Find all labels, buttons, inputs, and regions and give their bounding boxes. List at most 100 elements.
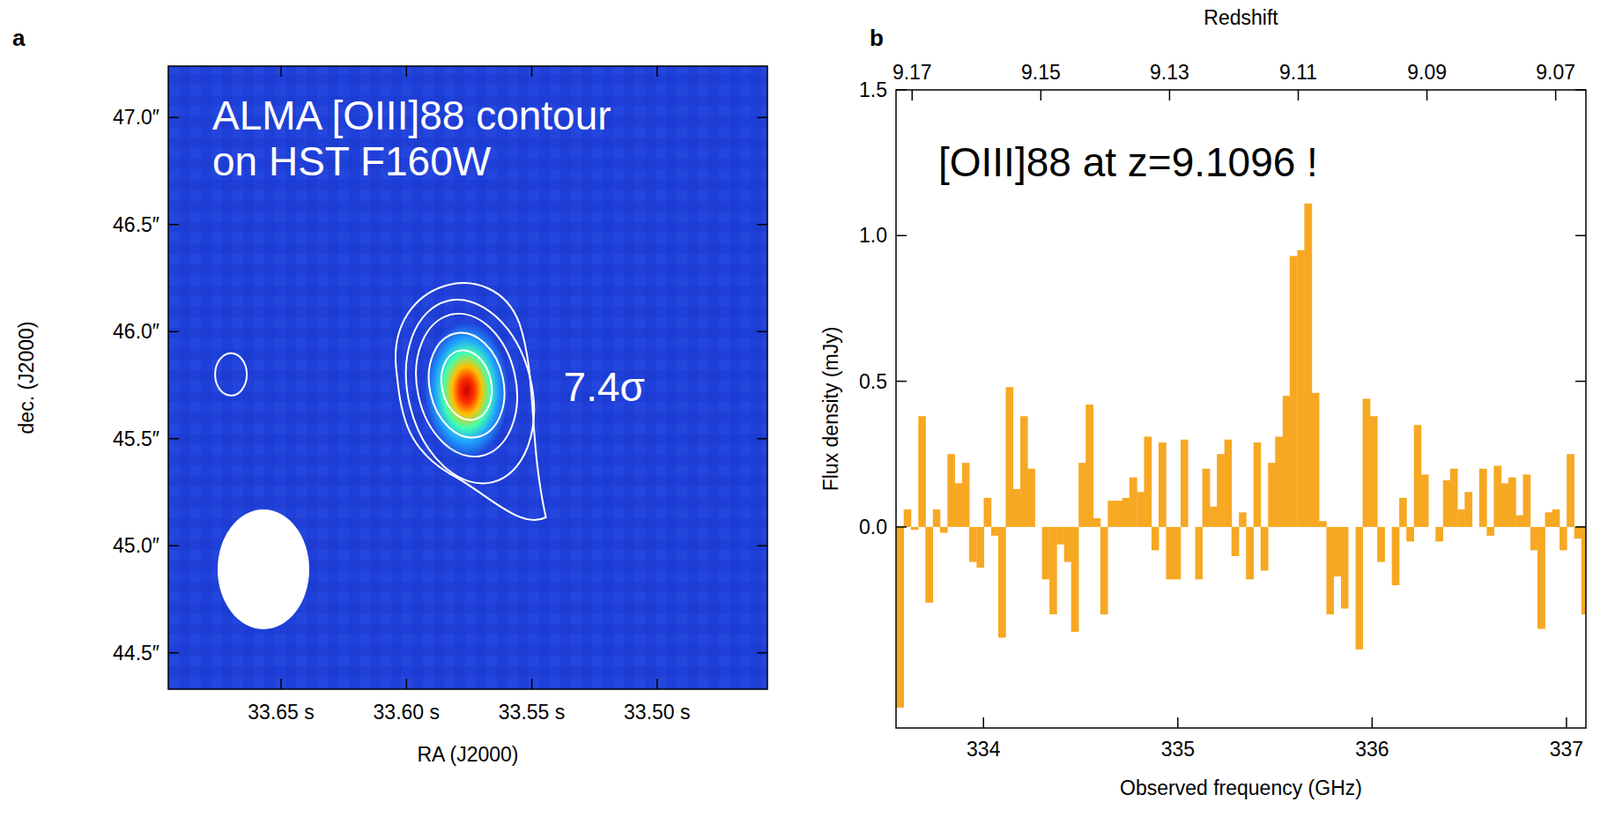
x-tick-label: 33.55 s (498, 700, 565, 724)
bar (1325, 526, 1334, 615)
bar (1093, 518, 1102, 527)
x2-tick-label: 9.17 (892, 60, 933, 84)
tick (406, 66, 408, 77)
tick (756, 437, 768, 440)
bar (1443, 480, 1452, 527)
tick (168, 544, 179, 547)
bar (1260, 526, 1269, 571)
tick (896, 88, 907, 91)
source-label: 7.4σ (563, 363, 645, 410)
bar (1238, 511, 1247, 527)
bar (1078, 462, 1087, 527)
x-axis-title: RA (J2000) (416, 742, 519, 766)
tick (1575, 380, 1586, 383)
bar (969, 526, 978, 563)
tick (896, 525, 907, 528)
bar (1515, 515, 1524, 527)
contour (387, 285, 553, 497)
bar (1216, 453, 1225, 527)
tick (1371, 717, 1374, 728)
bar (1042, 526, 1051, 580)
x2-tick-label: 9.09 (1407, 60, 1447, 84)
contour (395, 282, 547, 520)
bar (1566, 453, 1575, 527)
contour (403, 303, 531, 467)
tick (756, 223, 768, 226)
bar (1195, 526, 1204, 580)
bar (1457, 509, 1466, 527)
tick (168, 331, 179, 334)
bar (1282, 395, 1291, 527)
tick (896, 235, 907, 238)
bar (918, 415, 926, 527)
figure: ALMA [OIII]88 contouron HST F160W7.4σ33.… (0, 0, 1600, 817)
x-tick-label: 335 (1161, 737, 1195, 761)
bar (1035, 525, 1044, 527)
bar (1421, 474, 1430, 527)
tick (1426, 89, 1429, 101)
bar (1508, 477, 1517, 527)
tick (280, 678, 282, 689)
tick (168, 223, 179, 226)
bar (1020, 415, 1029, 527)
tick (1297, 89, 1300, 101)
bar (1486, 526, 1495, 536)
bar (1559, 526, 1568, 550)
y-tick-label: 1.5 (859, 78, 888, 102)
tick (531, 66, 534, 77)
bar (1362, 398, 1371, 526)
source-emission (424, 321, 510, 460)
bar (1107, 500, 1116, 527)
bar (1173, 526, 1182, 580)
bar (1318, 520, 1327, 527)
bar (954, 482, 963, 527)
bar (1064, 526, 1073, 563)
bar (976, 526, 985, 568)
tick (756, 117, 768, 119)
tick (896, 380, 907, 383)
tick (1177, 717, 1179, 728)
panel-a: ALMA [OIII]88 contouron HST F160W7.4σ33.… (12, 24, 768, 766)
bar (947, 453, 956, 527)
bar (1377, 526, 1386, 563)
bar (998, 526, 1007, 638)
x2-tick-label: 9.15 (1021, 60, 1061, 84)
bar (1545, 511, 1554, 527)
panel-letter: b (869, 24, 884, 52)
annotation: ALMA [OIII]88 contour (212, 92, 612, 139)
y-tick-label: 45.0″ (112, 533, 160, 557)
bar (1129, 477, 1138, 527)
bar (1245, 526, 1254, 580)
bar (1049, 526, 1058, 615)
bar (1472, 525, 1481, 527)
panel-letter: a (12, 24, 26, 52)
bar (1385, 525, 1393, 527)
tick (756, 544, 768, 547)
tick (531, 678, 534, 689)
x-tick-label: 334 (966, 737, 1001, 761)
bar (1311, 392, 1320, 527)
bar (925, 526, 934, 603)
bar (1085, 404, 1094, 527)
bar (983, 497, 992, 527)
bar (1253, 442, 1262, 527)
image-area (168, 66, 768, 689)
x2-tick-label: 9.07 (1535, 60, 1576, 84)
image-background (168, 66, 768, 689)
bar (991, 526, 1000, 536)
bar (1180, 439, 1189, 527)
bar (933, 509, 941, 527)
bar (1006, 386, 1015, 527)
tick (1555, 89, 1557, 101)
tick (983, 717, 986, 728)
bar (1464, 491, 1473, 527)
frame (896, 89, 1586, 728)
bar (940, 526, 949, 534)
bar (1530, 526, 1539, 550)
bar (1428, 525, 1437, 527)
y-tick-label: 46.5″ (112, 213, 160, 237)
bar (1027, 468, 1036, 527)
y-tick-label: 0.0 (859, 515, 888, 539)
y-tick-label: 47.0″ (112, 105, 160, 129)
bar (1267, 462, 1276, 527)
